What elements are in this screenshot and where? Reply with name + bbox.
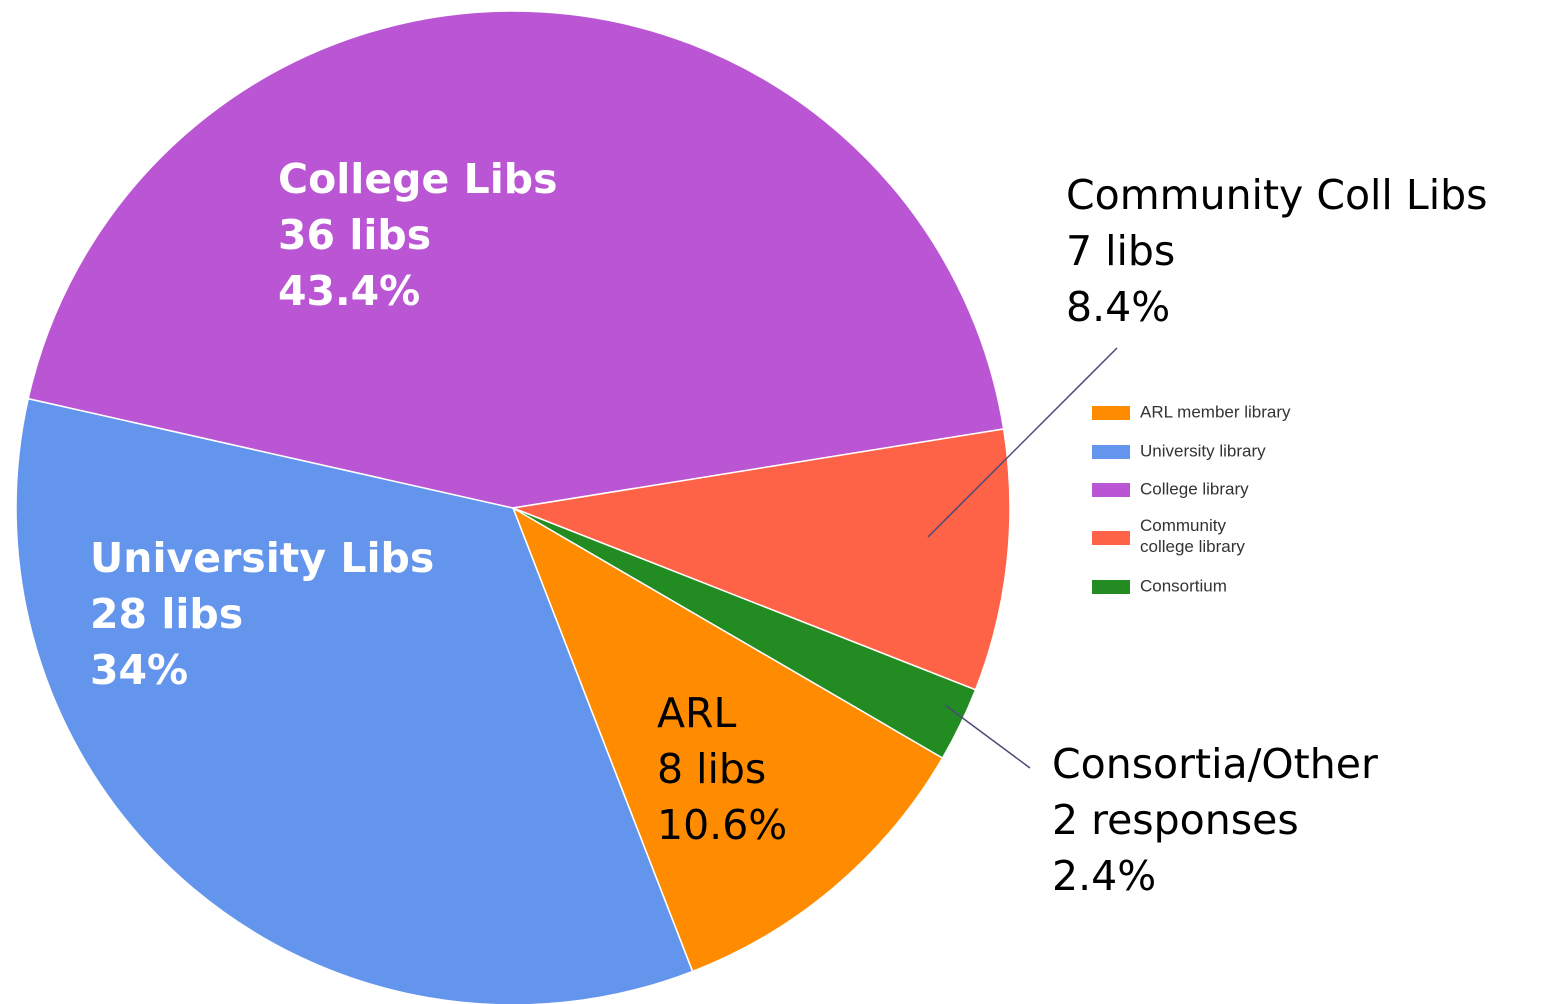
legend-label: University library (1140, 441, 1266, 460)
legend-swatch (1092, 445, 1130, 459)
legend-swatch (1092, 483, 1130, 497)
data-label: 2.4% (1052, 852, 1156, 900)
legend-label: Consortium (1140, 576, 1227, 595)
pie-slice (511, 506, 944, 973)
legend-label: Community college library (1140, 516, 1245, 556)
data-label: 36 libs (278, 211, 431, 259)
data-label: 8.4% (1066, 283, 1170, 331)
data-label: 2 responses (1052, 796, 1299, 844)
data-label: ARL (657, 689, 737, 737)
legend-swatch (1092, 406, 1130, 420)
data-label: College Libs (278, 155, 558, 203)
data-label: University Libs (90, 534, 434, 582)
legend-label: College library (1140, 479, 1249, 498)
pie-slice (512, 507, 977, 760)
data-label: Community Coll Libs (1066, 171, 1487, 219)
data-label: 34% (90, 646, 188, 694)
data-label: 10.6% (657, 801, 787, 849)
leader-line (927, 347, 1118, 538)
data-label: 8 libs (657, 745, 766, 793)
data-label: 7 libs (1066, 227, 1175, 275)
pie-slice (27, 10, 1005, 509)
pie-slice (510, 428, 1011, 691)
data-label: Consortia/Other (1052, 740, 1378, 788)
leader-line (944, 704, 1031, 769)
legend-swatch (1092, 580, 1130, 594)
pie-slice (15, 397, 694, 1004)
data-label: 28 libs (90, 590, 243, 638)
data-label: 43.4% (278, 267, 420, 315)
legend-label: ARL member library (1140, 402, 1291, 421)
legend-swatch (1092, 531, 1130, 545)
